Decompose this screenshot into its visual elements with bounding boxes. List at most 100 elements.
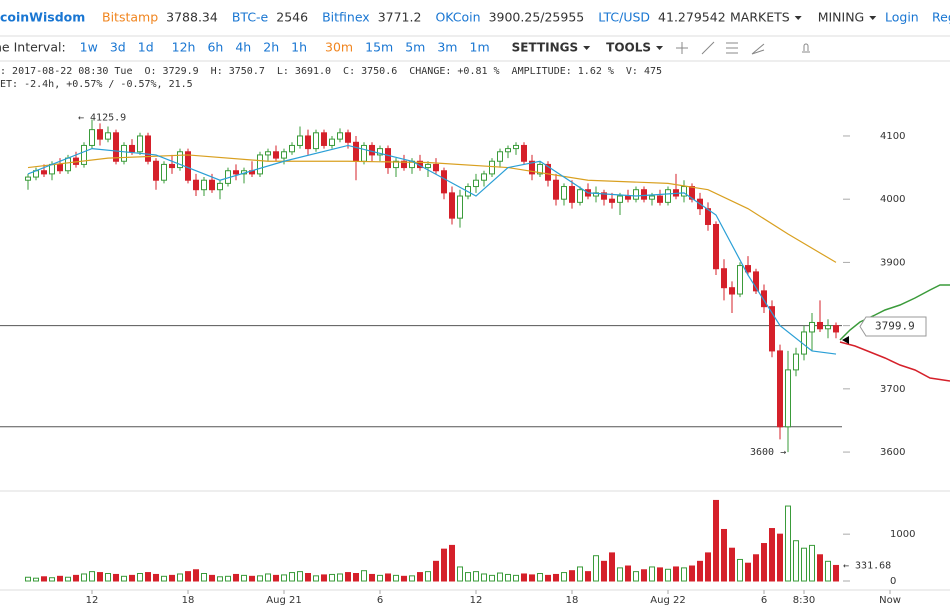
menu[interactable]: MINING	[818, 10, 865, 25]
candle-body	[753, 271, 759, 292]
volume-bar	[601, 560, 607, 582]
ticker-name[interactable]: Bitfinex	[322, 10, 370, 25]
candle-body	[545, 163, 551, 181]
x-tick-label: Now	[879, 595, 901, 606]
volume-annotation: ← 331.68	[843, 560, 891, 571]
volume-bar	[793, 540, 799, 582]
volume-bar	[41, 576, 47, 582]
candle-body	[601, 192, 607, 200]
menu[interactable]: MARKETS	[730, 10, 790, 25]
volume-bar	[25, 576, 31, 582]
candle-body	[209, 179, 215, 191]
volume-bar	[137, 573, 143, 582]
candle-body	[657, 195, 663, 203]
volume-bar	[809, 544, 815, 582]
interval[interactable]: 1h	[291, 40, 307, 55]
candle-body	[457, 195, 463, 219]
interval[interactable]: 3m	[437, 40, 457, 55]
ticker-value: 41.279542	[658, 10, 726, 25]
candle-body	[481, 173, 487, 181]
volume-bar	[761, 543, 767, 582]
candle-body	[257, 154, 263, 175]
candle-body	[441, 170, 447, 194]
interval[interactable]: 2h	[263, 40, 279, 55]
info-field: CHANGE: +0.81 %	[409, 66, 499, 77]
volume-bar	[537, 573, 543, 582]
interval[interactable]: 1m	[470, 40, 490, 55]
caret	[794, 16, 802, 20]
ticker-value: 3771.2	[378, 10, 422, 25]
volume-bar	[665, 568, 671, 582]
candle-body	[761, 290, 767, 308]
candle-body	[361, 144, 367, 162]
candle-body	[721, 268, 727, 289]
logo[interactable]: coinWisdom	[0, 10, 85, 25]
volume-bar	[409, 575, 415, 582]
volume-bar	[705, 552, 711, 582]
ticker-name[interactable]: Bitstamp	[102, 10, 158, 25]
login[interactable]: Login	[885, 10, 919, 25]
interval[interactable]: 4h	[235, 40, 251, 55]
volume-bar	[505, 573, 511, 582]
interval[interactable]: 15m	[365, 40, 393, 55]
candle-body	[505, 148, 511, 153]
candle-body	[681, 186, 687, 197]
volume-bar	[169, 574, 175, 582]
ticker-name[interactable]: LTC/USD	[598, 10, 650, 25]
interval-label: ne Interval:	[0, 40, 66, 55]
volume-bar	[73, 574, 79, 582]
info-line: SET: -2.4h, +0.57% / -0.57%, 21.5	[0, 79, 193, 90]
y-tick-label: 4100	[880, 131, 905, 142]
x-tick-label: 8:30	[793, 595, 815, 606]
volume-bar	[185, 571, 191, 582]
volume-bar	[417, 572, 423, 582]
candle-body	[513, 144, 519, 150]
volume-bar	[577, 566, 583, 582]
interval[interactable]: 12h	[172, 40, 196, 55]
interval[interactable]: 3d	[110, 40, 126, 55]
candle-body	[689, 186, 695, 200]
candle-body	[193, 179, 199, 191]
volume-bar	[689, 565, 695, 582]
ticker-name[interactable]: BTC-e	[232, 10, 269, 25]
settings[interactable]: SETTINGS	[512, 41, 579, 55]
candle-body	[609, 198, 615, 203]
volume-bar	[257, 575, 263, 582]
volume-bar	[369, 573, 375, 582]
candle-body	[705, 208, 711, 225]
volume-bar	[129, 574, 135, 582]
candle-body	[665, 189, 671, 203]
candle-body	[265, 151, 271, 156]
candle-body	[569, 186, 575, 203]
volume-bar	[393, 574, 399, 582]
volume-bar	[161, 575, 167, 582]
volume-bar	[329, 573, 335, 582]
candle-body	[321, 132, 327, 146]
volume-bar	[401, 575, 407, 582]
depth-bids	[839, 284, 950, 341]
tools[interactable]: TOOLS	[606, 41, 651, 55]
volume-bar	[297, 571, 303, 582]
candle-body	[497, 151, 503, 162]
volume-bar	[105, 573, 111, 582]
interval[interactable]: 1w	[80, 40, 98, 55]
volume-bar	[697, 560, 703, 582]
header-bg	[0, 0, 950, 36]
volume-bar	[81, 573, 87, 582]
candle-body	[345, 132, 351, 143]
interval[interactable]: 1d	[138, 40, 154, 55]
candle-body	[769, 306, 775, 352]
tool-icons[interactable]	[676, 41, 810, 55]
volume-bar	[49, 577, 55, 582]
volume-bar	[657, 567, 663, 582]
interval[interactable]: 6h	[207, 40, 223, 55]
candle-body	[297, 135, 303, 146]
interval[interactable]: 5m	[405, 40, 425, 55]
info-field: V: 475	[626, 66, 662, 77]
candle-body	[553, 179, 559, 200]
interval[interactable]: 30m	[325, 40, 353, 55]
x-tick-label: Aug 21	[266, 595, 301, 606]
register[interactable]: Reg	[932, 10, 950, 25]
y-tick-label: 3900	[880, 257, 905, 268]
ticker-name[interactable]: OKCoin	[435, 10, 480, 25]
